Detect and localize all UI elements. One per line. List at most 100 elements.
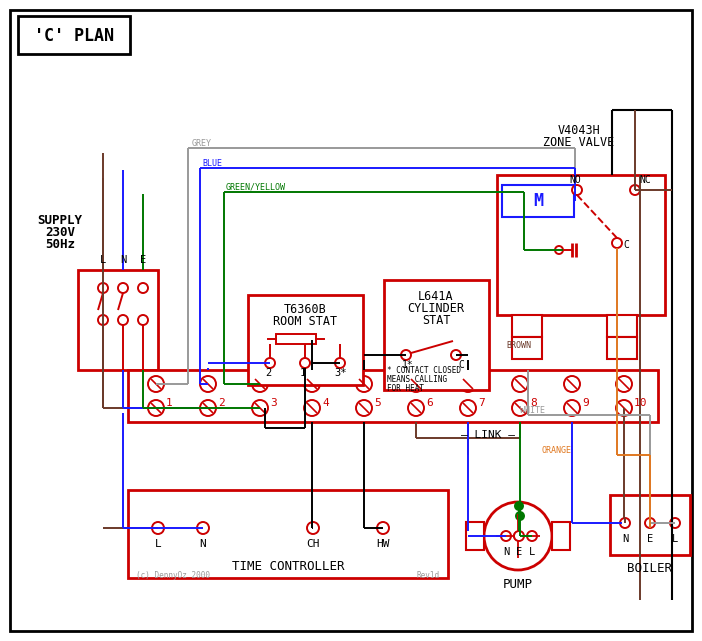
Circle shape bbox=[527, 531, 537, 541]
Text: 2: 2 bbox=[218, 398, 225, 408]
Circle shape bbox=[514, 532, 522, 540]
Text: E: E bbox=[140, 255, 146, 265]
Circle shape bbox=[200, 376, 216, 392]
Circle shape bbox=[408, 400, 424, 416]
Text: 9: 9 bbox=[582, 398, 589, 408]
Circle shape bbox=[564, 376, 580, 392]
Circle shape bbox=[148, 376, 164, 392]
Circle shape bbox=[356, 376, 372, 392]
Text: N: N bbox=[503, 547, 509, 557]
FancyBboxPatch shape bbox=[512, 315, 542, 337]
Text: ROOM STAT: ROOM STAT bbox=[273, 315, 337, 328]
Text: E: E bbox=[516, 547, 522, 557]
Circle shape bbox=[252, 376, 268, 392]
FancyBboxPatch shape bbox=[552, 522, 570, 550]
Text: L: L bbox=[529, 547, 535, 557]
Text: 8: 8 bbox=[530, 398, 537, 408]
Text: CH: CH bbox=[306, 539, 319, 549]
FancyBboxPatch shape bbox=[18, 16, 130, 54]
Circle shape bbox=[514, 531, 524, 541]
Circle shape bbox=[620, 518, 630, 528]
Circle shape bbox=[645, 518, 655, 528]
Text: L: L bbox=[100, 255, 106, 265]
Text: 230V: 230V bbox=[45, 226, 75, 238]
Circle shape bbox=[197, 522, 209, 534]
FancyBboxPatch shape bbox=[248, 295, 363, 385]
Text: HW: HW bbox=[376, 539, 390, 549]
Circle shape bbox=[516, 512, 524, 520]
Circle shape bbox=[307, 522, 319, 534]
Text: TIME CONTROLLER: TIME CONTROLLER bbox=[232, 560, 344, 572]
Circle shape bbox=[460, 376, 476, 392]
Text: BLUE: BLUE bbox=[202, 158, 222, 167]
Text: 10: 10 bbox=[634, 398, 647, 408]
Text: 1*: 1* bbox=[402, 360, 413, 370]
FancyBboxPatch shape bbox=[610, 495, 690, 555]
Circle shape bbox=[98, 283, 108, 293]
Circle shape bbox=[356, 400, 372, 416]
FancyBboxPatch shape bbox=[10, 10, 692, 631]
Circle shape bbox=[572, 185, 582, 195]
FancyBboxPatch shape bbox=[607, 337, 637, 359]
Text: 1: 1 bbox=[300, 368, 306, 378]
Text: (c) DennyOz 2000: (c) DennyOz 2000 bbox=[136, 572, 210, 581]
FancyBboxPatch shape bbox=[276, 334, 316, 344]
Circle shape bbox=[200, 400, 216, 416]
Text: 5: 5 bbox=[374, 398, 380, 408]
Text: 3*: 3* bbox=[335, 368, 347, 378]
Text: T6360B: T6360B bbox=[284, 303, 326, 315]
Circle shape bbox=[377, 522, 389, 534]
Circle shape bbox=[555, 246, 563, 254]
Text: NO: NO bbox=[569, 175, 581, 185]
Text: 3: 3 bbox=[270, 398, 277, 408]
Text: N: N bbox=[622, 534, 628, 544]
Text: 6: 6 bbox=[426, 398, 432, 408]
Text: 1: 1 bbox=[166, 398, 173, 408]
FancyBboxPatch shape bbox=[512, 337, 542, 359]
Circle shape bbox=[118, 315, 128, 325]
Text: WHITE: WHITE bbox=[520, 406, 545, 415]
Circle shape bbox=[616, 400, 632, 416]
Circle shape bbox=[300, 358, 310, 368]
Text: * CONTACT CLOSED: * CONTACT CLOSED bbox=[387, 365, 461, 374]
Text: GREEN/YELLOW: GREEN/YELLOW bbox=[226, 183, 286, 192]
Circle shape bbox=[152, 522, 164, 534]
Text: L: L bbox=[672, 534, 678, 544]
Circle shape bbox=[501, 531, 511, 541]
Circle shape bbox=[564, 400, 580, 416]
Circle shape bbox=[512, 376, 528, 392]
FancyBboxPatch shape bbox=[502, 185, 574, 217]
Text: MEANS CALLING: MEANS CALLING bbox=[387, 374, 447, 383]
Text: BROWN: BROWN bbox=[506, 340, 531, 349]
Text: FOR HEAT: FOR HEAT bbox=[387, 383, 424, 392]
Text: BOILER: BOILER bbox=[628, 563, 673, 576]
Circle shape bbox=[304, 376, 320, 392]
Text: CYLINDER: CYLINDER bbox=[407, 301, 465, 315]
Circle shape bbox=[148, 400, 164, 416]
Circle shape bbox=[630, 185, 640, 195]
Text: ORANGE: ORANGE bbox=[542, 445, 572, 454]
Circle shape bbox=[118, 283, 128, 293]
Circle shape bbox=[138, 283, 148, 293]
Text: E: E bbox=[647, 534, 653, 544]
Circle shape bbox=[616, 376, 632, 392]
Circle shape bbox=[612, 238, 622, 248]
Circle shape bbox=[98, 315, 108, 325]
Text: Rev1d: Rev1d bbox=[417, 572, 440, 581]
Text: L641A: L641A bbox=[418, 290, 453, 303]
Text: 7: 7 bbox=[478, 398, 485, 408]
Circle shape bbox=[451, 350, 461, 360]
Text: ZONE VALVE: ZONE VALVE bbox=[543, 135, 615, 149]
Text: PUMP: PUMP bbox=[503, 578, 533, 590]
FancyBboxPatch shape bbox=[607, 315, 637, 337]
FancyBboxPatch shape bbox=[497, 175, 665, 315]
Text: STAT: STAT bbox=[422, 313, 450, 326]
Text: 50Hz: 50Hz bbox=[45, 238, 75, 251]
Text: C: C bbox=[623, 240, 629, 250]
Text: NC: NC bbox=[639, 175, 651, 185]
FancyBboxPatch shape bbox=[384, 280, 489, 390]
Text: V4043H: V4043H bbox=[557, 124, 600, 137]
Circle shape bbox=[408, 376, 424, 392]
Circle shape bbox=[401, 350, 411, 360]
Text: L: L bbox=[154, 539, 161, 549]
